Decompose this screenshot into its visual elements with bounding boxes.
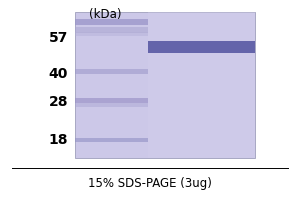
Bar xyxy=(75,98,148,102)
Bar xyxy=(148,41,255,53)
Bar xyxy=(148,12,255,158)
Bar xyxy=(75,69,148,74)
Bar xyxy=(75,19,148,25)
Bar xyxy=(75,103,148,107)
Bar xyxy=(75,27,148,32)
Bar xyxy=(75,32,148,36)
Text: 57: 57 xyxy=(49,31,68,45)
Text: 40: 40 xyxy=(49,67,68,81)
Text: 18: 18 xyxy=(49,133,68,147)
Text: (kDa): (kDa) xyxy=(89,8,121,21)
Text: 15% SDS-PAGE (3ug): 15% SDS-PAGE (3ug) xyxy=(88,177,212,190)
Bar xyxy=(148,41,255,53)
Bar xyxy=(75,12,255,158)
Text: 28: 28 xyxy=(49,95,68,109)
Bar xyxy=(75,138,148,142)
Bar xyxy=(148,41,255,53)
